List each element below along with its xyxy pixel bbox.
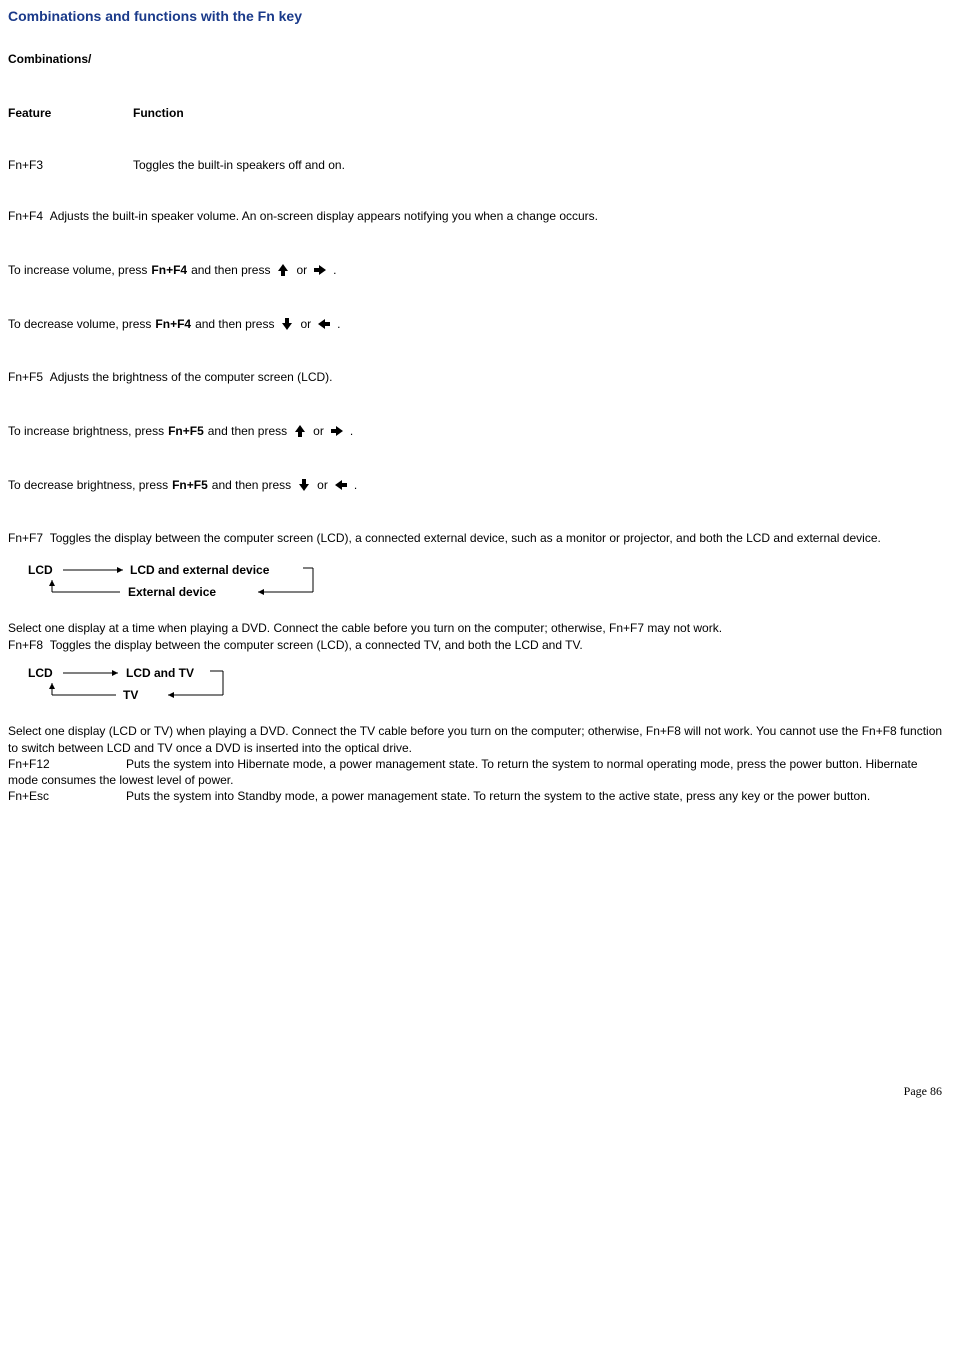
row-fn-f5: Fn+F5 Adjusts the brightness of the comp… [8, 369, 946, 386]
period-4: . [354, 478, 357, 492]
brightness-increase-line: To increase brightness, press Fn+F5 and … [8, 422, 946, 440]
period-3: . [350, 424, 353, 438]
fn-f5-label: Fn+F5 [8, 370, 43, 384]
header-feature: Feature [8, 106, 133, 120]
arrow-up-icon [274, 261, 292, 279]
bri-dec-key: Fn+F5 [172, 478, 208, 492]
arrow-right-icon [311, 261, 329, 279]
row-fn-f12: Fn+F12Puts the system into Hibernate mod… [8, 756, 946, 788]
diagram1-lcd: LCD [28, 563, 53, 577]
row-fn-f4: Fn+F4 Adjusts the built-in speaker volum… [8, 208, 946, 225]
arrow-down-icon [295, 476, 313, 494]
fn-f7-label: Fn+F7 [8, 531, 43, 545]
bri-dec-prefix: To decrease brightness, press [8, 478, 168, 492]
fn-f3-label: Fn+F3 [8, 158, 133, 172]
fn-f5-desc: Adjusts the brightness of the computer s… [50, 370, 333, 384]
arrow-left-icon [332, 476, 350, 494]
vol-dec-prefix: To decrease volume, press [8, 317, 151, 331]
fn-f8-note: Select one display (LCD or TV) when play… [8, 723, 946, 755]
fn-f12-label: Fn+F12 [8, 756, 126, 772]
combinations-subhead: Combinations/ [8, 52, 946, 66]
or-text-1: or [296, 263, 307, 277]
fn-f3-desc: Toggles the built-in speakers off and on… [133, 158, 345, 172]
vol-inc-key: Fn+F4 [151, 263, 187, 277]
fn-f4-label: Fn+F4 [8, 209, 43, 223]
diagram1-ext: External device [128, 585, 216, 599]
fn-f8-desc: Toggles the display between the computer… [50, 638, 583, 652]
row-fn-f3: Fn+F3 Toggles the built-in speakers off … [8, 158, 946, 172]
or-text-3: or [313, 424, 324, 438]
fn-f7-note: Select one display at a time when playin… [8, 620, 946, 636]
volume-decrease-line: To decrease volume, press Fn+F4 and then… [8, 315, 946, 333]
row-fn-esc: Fn+EscPuts the system into Standby mode,… [8, 788, 946, 804]
row-fn-f7: Fn+F7 Toggles the display between the co… [8, 530, 946, 547]
display-cycle-diagram-external: LCD LCD and external device External dev… [28, 560, 946, 604]
display-cycle-diagram-tv: LCD LCD and TV TV [28, 663, 946, 707]
vol-inc-prefix: To increase volume, press [8, 263, 147, 277]
or-text-2: or [300, 317, 311, 331]
header-function: Function [133, 106, 184, 120]
or-text-4: or [317, 478, 328, 492]
vol-inc-mid: and then press [191, 263, 270, 277]
arrow-right-icon [328, 422, 346, 440]
bri-inc-key: Fn+F5 [168, 424, 204, 438]
fn-esc-label: Fn+Esc [8, 788, 126, 804]
fn-f4-desc: Adjusts the built-in speaker volume. An … [50, 209, 598, 223]
diagram2-tv: TV [123, 688, 138, 702]
fn-f8-label: Fn+F8 [8, 638, 43, 652]
diagram2-both: LCD and TV [126, 666, 194, 680]
bri-dec-mid: and then press [212, 478, 291, 492]
bri-inc-prefix: To increase brightness, press [8, 424, 164, 438]
arrow-up-icon [291, 422, 309, 440]
volume-increase-line: To increase volume, press Fn+F4 and then… [8, 261, 946, 279]
diagram1-both: LCD and external device [130, 563, 270, 577]
arrow-left-icon [315, 315, 333, 333]
column-headers: Feature Function [8, 106, 946, 120]
page-footer: Page 86 [8, 1084, 946, 1099]
fn-f12-desc: Puts the system into Hibernate mode, a p… [8, 757, 918, 787]
row-fn-f8: Fn+F8 Toggles the display between the co… [8, 637, 946, 654]
vol-dec-mid: and then press [195, 317, 274, 331]
fn-f7-desc: Toggles the display between the computer… [50, 531, 881, 545]
bri-inc-mid: and then press [208, 424, 287, 438]
page-title: Combinations and functions with the Fn k… [8, 8, 946, 24]
arrow-down-icon [278, 315, 296, 333]
period-2: . [337, 317, 340, 331]
period-1: . [333, 263, 336, 277]
vol-dec-key: Fn+F4 [155, 317, 191, 331]
diagram2-lcd: LCD [28, 666, 53, 680]
fn-esc-desc: Puts the system into Standby mode, a pow… [126, 789, 870, 803]
brightness-decrease-line: To decrease brightness, press Fn+F5 and … [8, 476, 946, 494]
